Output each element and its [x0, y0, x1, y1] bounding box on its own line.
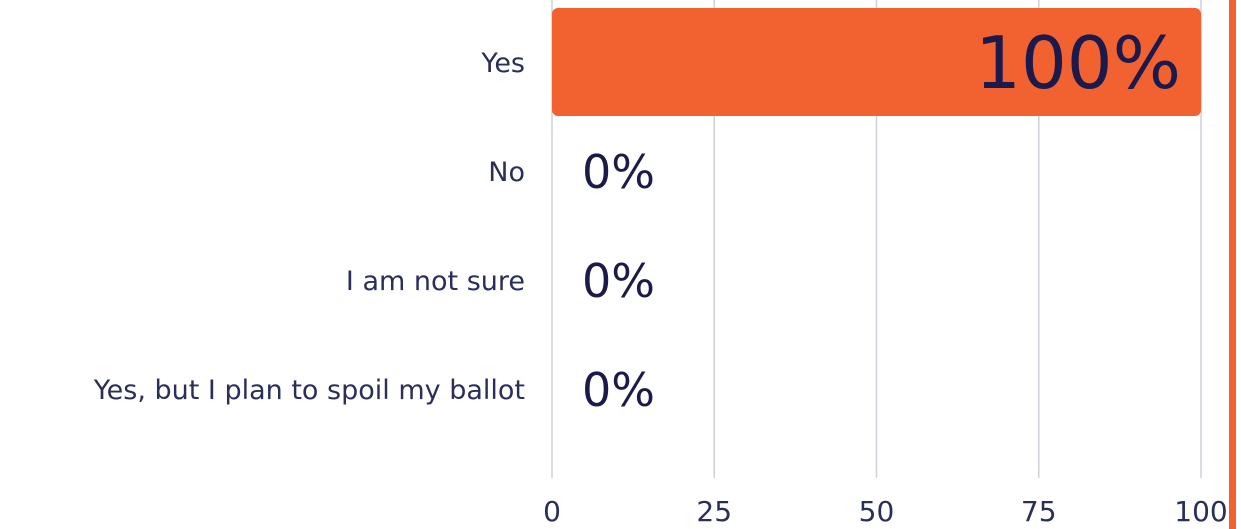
x-tick-label: 75	[1021, 495, 1057, 528]
x-tick-label: 25	[696, 495, 732, 528]
value-label: 0%	[582, 254, 655, 308]
right-edge-accent-bar	[1229, 0, 1236, 529]
value-label: 100%	[975, 21, 1181, 105]
category-labels: Yes No I am not sure Yes, but I plan to spo…	[93, 48, 525, 406]
value-labels: 100% 0% 0% 0%	[582, 21, 1181, 417]
bar	[552, 8, 1201, 116]
category-label: Yes, but I plan to spoil my ballot	[93, 375, 525, 406]
category-label: Yes	[480, 48, 525, 79]
value-label: 0%	[582, 363, 655, 417]
category-label: I am not sure	[346, 266, 525, 297]
x-tick-label: 50	[859, 495, 895, 528]
x-axis-ticks: 0 25 50 75 100	[543, 495, 1228, 528]
value-label: 0%	[582, 145, 655, 199]
bars	[552, 8, 1201, 116]
category-label: No	[488, 157, 525, 188]
x-tick-label: 0	[543, 495, 561, 528]
x-tick-label: 100	[1174, 495, 1227, 528]
